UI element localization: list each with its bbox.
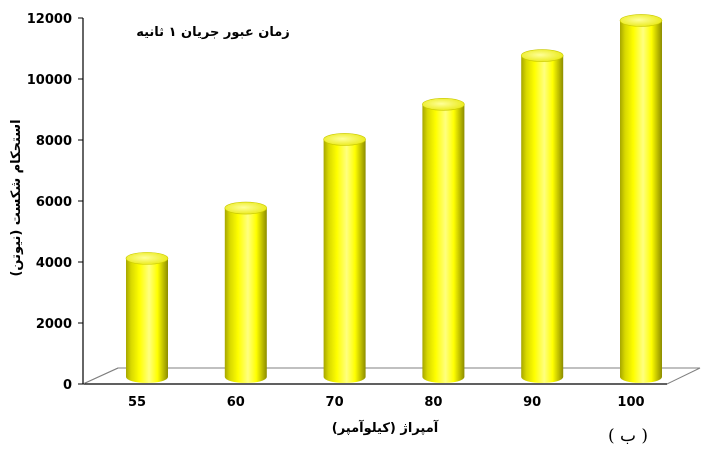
bar-top bbox=[619, 14, 663, 27]
bar-70 bbox=[323, 133, 366, 383]
y-tick-label: 2000 bbox=[36, 317, 72, 332]
y-tick-label: 4000 bbox=[36, 256, 72, 271]
panel-label: ( ب ) bbox=[608, 426, 648, 446]
x-tick-label: 70 bbox=[326, 395, 344, 410]
x-axis-title: آمپراژ (کیلوآمپر) bbox=[332, 419, 439, 436]
y-axis-ticks: 0 2000 4000 6000 8000 10000 12000 bbox=[27, 12, 83, 393]
y-tick-label: 12000 bbox=[27, 12, 72, 27]
y-tick-label: 10000 bbox=[27, 73, 72, 88]
bar-body bbox=[620, 20, 662, 383]
bar-55 bbox=[125, 252, 169, 383]
bar-80 bbox=[422, 98, 465, 383]
bar-top bbox=[323, 133, 366, 146]
y-tick-label: 6000 bbox=[36, 195, 72, 210]
bar-body bbox=[323, 139, 366, 383]
bars-group bbox=[125, 14, 663, 384]
x-tick-label: 60 bbox=[227, 395, 245, 410]
bar-top bbox=[422, 98, 465, 111]
x-tick-label: 100 bbox=[617, 395, 644, 410]
y-axis-title: استحکام شکست (نیوتن) bbox=[9, 119, 24, 276]
x-axis-ticks: 55 60 70 80 90 100 bbox=[128, 395, 645, 410]
bar-60 bbox=[224, 201, 268, 383]
bar-body bbox=[521, 55, 564, 384]
bar-90 bbox=[520, 49, 564, 384]
x-tick-label: 55 bbox=[128, 395, 146, 410]
x-tick-label: 90 bbox=[523, 395, 541, 410]
bar-body bbox=[422, 104, 465, 383]
chart-title: زمان عبور جریان ۱ ثانیه bbox=[136, 25, 290, 40]
bar-body bbox=[224, 208, 267, 383]
bar-top bbox=[125, 252, 169, 265]
bar-top bbox=[520, 49, 564, 62]
floor-plane bbox=[82, 367, 701, 385]
bar-top bbox=[224, 201, 268, 215]
bar-body bbox=[126, 258, 168, 383]
bar-100 bbox=[619, 14, 663, 383]
y-tick-label: 8000 bbox=[36, 134, 72, 149]
floor-side bbox=[82, 367, 119, 385]
x-tick-label: 80 bbox=[424, 395, 442, 410]
y-tick-label: 0 bbox=[63, 378, 72, 393]
